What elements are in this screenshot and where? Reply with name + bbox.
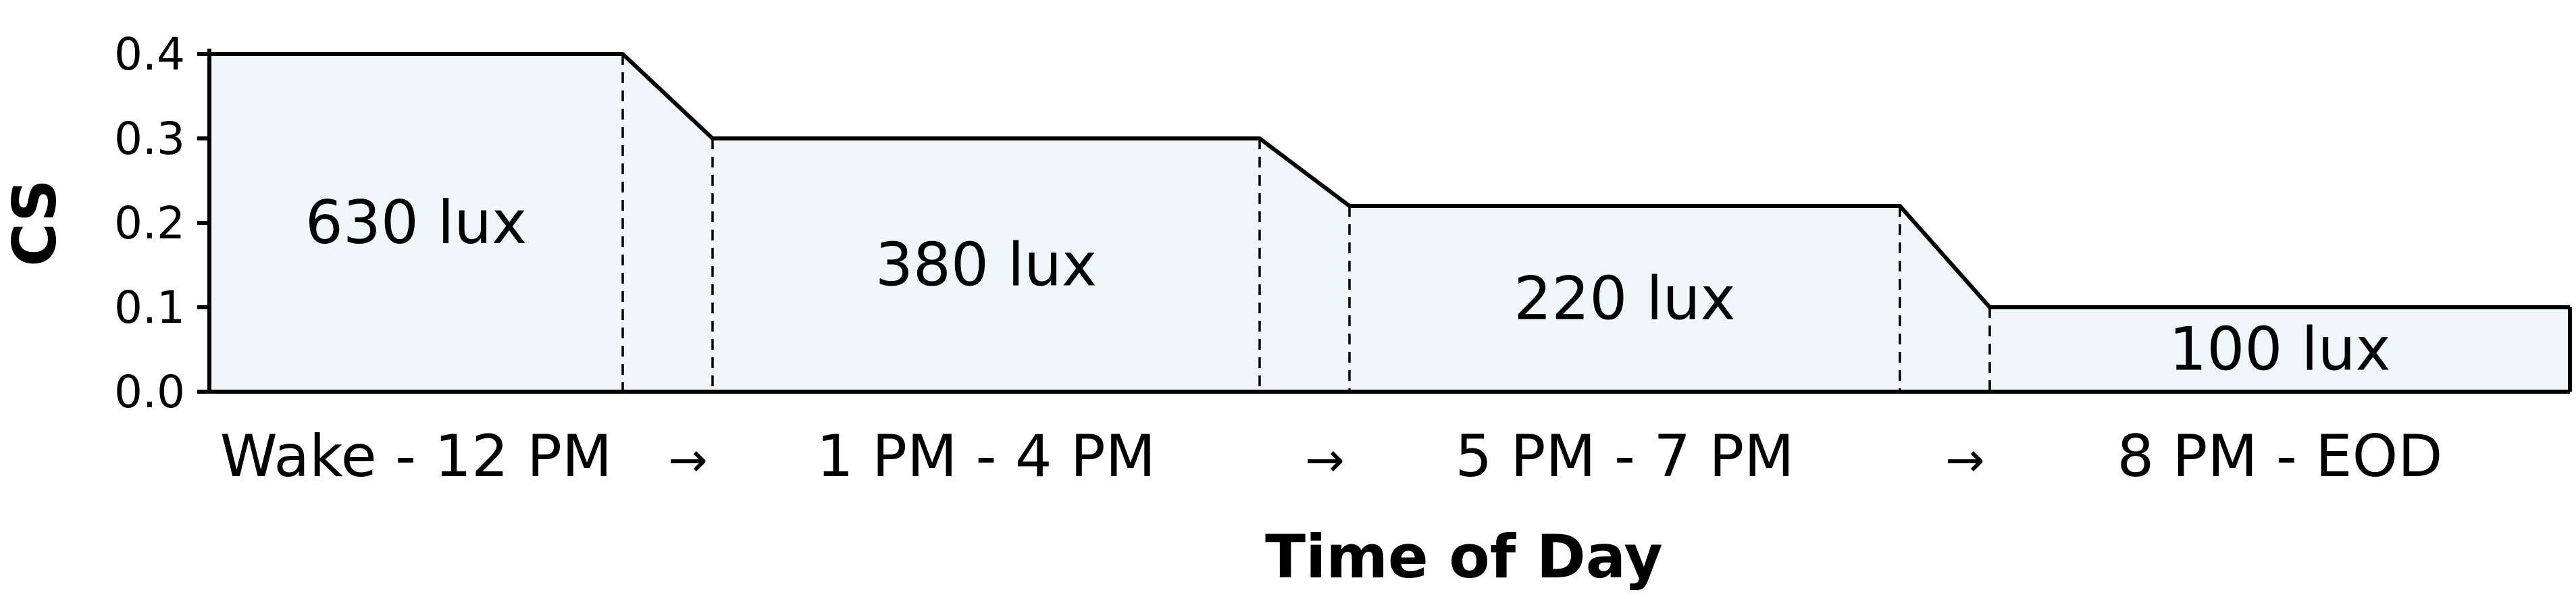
x-tick-label: Wake - 12 PM (220, 423, 612, 490)
lux-label: 630 lux (305, 188, 527, 257)
y-tick-label: 0.2 (114, 197, 185, 249)
transition-arrow: → (1305, 432, 1345, 488)
cs-profile-line (209, 52, 2570, 309)
y-tick-label: 0.1 (114, 282, 185, 334)
divider-layer (621, 54, 1991, 392)
lux-label: 100 lux (2169, 315, 2390, 384)
transition-arrow: → (668, 432, 708, 488)
lux-label: 220 lux (1514, 264, 1735, 334)
y-tick-label: 0.0 (114, 366, 185, 418)
lux-label: 380 lux (875, 230, 1097, 300)
y-tick-label: 0.4 (114, 28, 185, 80)
y-tick-label: 0.3 (114, 113, 185, 165)
x-tick-label: 5 PM - 7 PM (1456, 423, 1795, 490)
profile-layer (209, 52, 2572, 392)
y-axis-title: CS (0, 179, 70, 267)
label-layer: 630 lux Wake - 12 PM 380 lux 1 PM - 4 PM 220… (220, 188, 2443, 490)
x-axis-title: Time of Day (1265, 522, 1663, 592)
x-tick-label: 1 PM - 4 PM (817, 423, 1156, 490)
axis-layer: 0.0 0.1 0.2 0.3 0.4 (114, 28, 2570, 418)
x-tick-label: 8 PM - EOD (2117, 423, 2442, 490)
transition-arrow: → (1945, 432, 1985, 488)
